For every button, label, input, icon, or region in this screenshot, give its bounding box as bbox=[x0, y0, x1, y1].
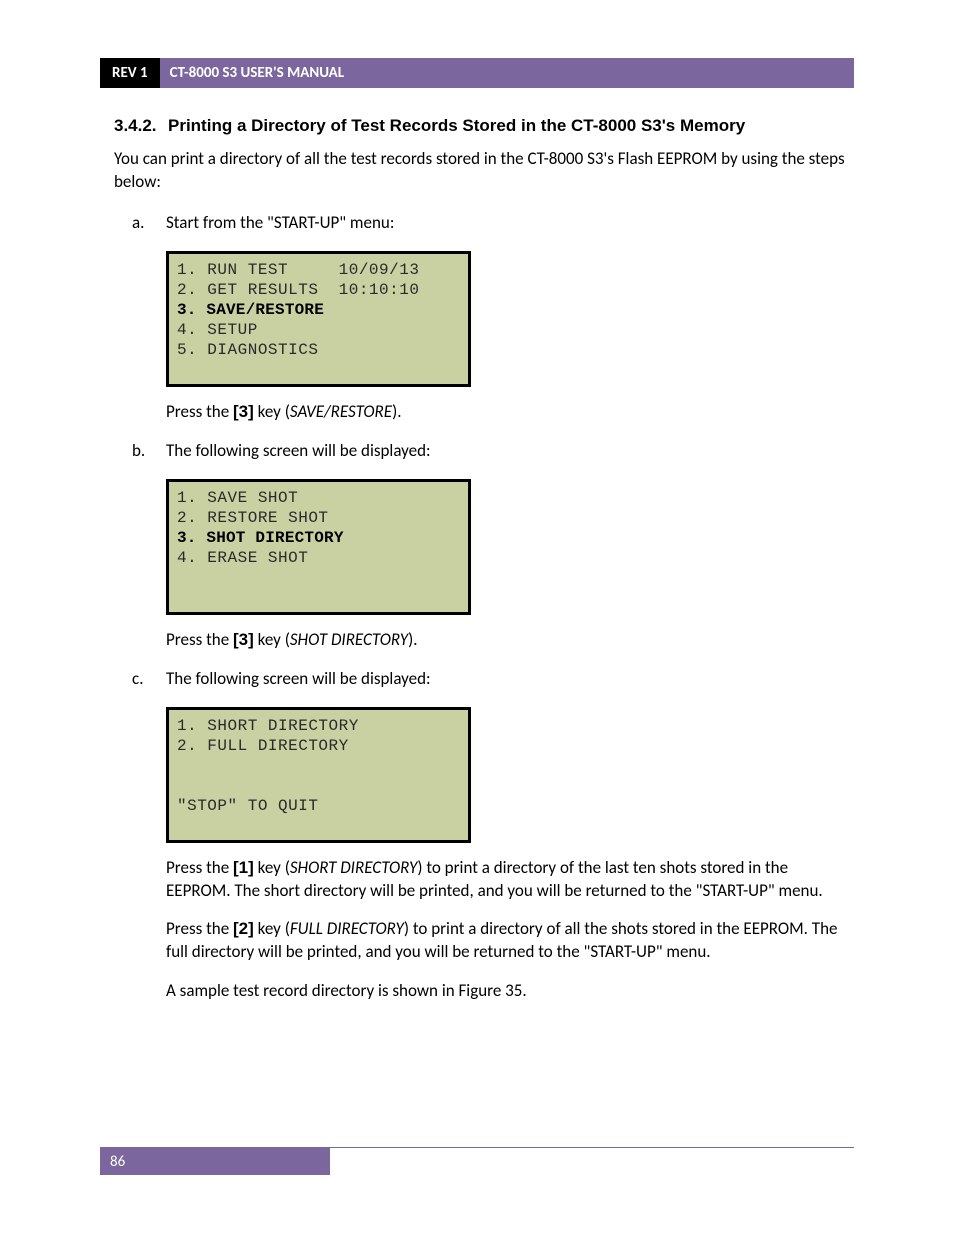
step-letter: c. bbox=[132, 668, 143, 691]
doc-header-bar: REV 1 CT-8000 S3 USER'S MANUAL bbox=[100, 58, 854, 88]
step-c-p1: Press the [1] key (SHORT DIRECTORY) to p… bbox=[166, 857, 854, 903]
doc-title: CT-8000 S3 USER'S MANUAL bbox=[160, 58, 354, 88]
steps-list: a. Start from the "START-UP" menu: 1. RU… bbox=[114, 212, 854, 1003]
keycap-3: [3] bbox=[233, 630, 254, 649]
page-footer: 86 bbox=[100, 1147, 854, 1175]
step-b-after: Press the [3] key (SHOT DIRECTORY). bbox=[166, 629, 854, 652]
keycap-1: [1] bbox=[233, 858, 254, 877]
text: key ( bbox=[254, 857, 290, 878]
page-number: 86 bbox=[100, 1148, 330, 1175]
lcd-screen-startup: 1. RUN TEST 10/09/132. GET RESULTS 10:10… bbox=[166, 251, 471, 387]
text: key ( bbox=[254, 401, 290, 422]
lcd-screen-shot-directory: 1. SHORT DIRECTORY2. FULL DIRECTORY "STO… bbox=[166, 707, 471, 843]
doc-rev-badge: REV 1 bbox=[100, 58, 160, 88]
keycap-2: [2] bbox=[233, 919, 254, 938]
step-c-p2: Press the [2] key (FULL DIRECTORY) to pr… bbox=[166, 918, 854, 964]
section-heading: 3.4.2. Printing a Directory of Test Reco… bbox=[114, 116, 854, 136]
text: Press the bbox=[166, 401, 233, 422]
text: Press the bbox=[166, 918, 233, 939]
intro-paragraph: You can print a directory of all the tes… bbox=[114, 148, 854, 194]
menu-name: SHORT DIRECTORY bbox=[290, 857, 417, 878]
step-letter: a. bbox=[132, 212, 144, 235]
section-title: Printing a Directory of Test Records Sto… bbox=[168, 116, 745, 136]
step-b-lead: The following screen will be displayed: bbox=[166, 440, 854, 463]
page: REV 1 CT-8000 S3 USER'S MANUAL 3.4.2. Pr… bbox=[0, 0, 954, 1235]
text: ). bbox=[408, 629, 417, 650]
content-area: 3.4.2. Printing a Directory of Test Reco… bbox=[114, 116, 854, 1019]
step-a-lead: Start from the "START-UP" menu: bbox=[166, 212, 854, 235]
step-b: b. The following screen will be displaye… bbox=[114, 440, 854, 652]
step-a-after: Press the [3] key (SAVE/RESTORE). bbox=[166, 401, 854, 424]
text: ). bbox=[392, 401, 401, 422]
step-c: c. The following screen will be displaye… bbox=[114, 668, 854, 1004]
menu-name: SAVE/RESTORE bbox=[290, 401, 392, 422]
keycap-3: [3] bbox=[233, 402, 254, 421]
lcd-screen-save-restore: 1. SAVE SHOT2. RESTORE SHOT3. SHOT DIREC… bbox=[166, 479, 471, 615]
text: Press the bbox=[166, 629, 233, 650]
step-c-p3: A sample test record directory is shown … bbox=[166, 980, 854, 1003]
step-letter: b. bbox=[132, 440, 145, 463]
menu-name: FULL DIRECTORY bbox=[290, 918, 404, 939]
step-c-lead: The following screen will be displayed: bbox=[166, 668, 854, 691]
text: key ( bbox=[254, 918, 290, 939]
text: Press the bbox=[166, 857, 233, 878]
section-number: 3.4.2. bbox=[114, 116, 168, 136]
step-a: a. Start from the "START-UP" menu: 1. RU… bbox=[114, 212, 854, 424]
menu-name: SHOT DIRECTORY bbox=[290, 629, 408, 650]
text: key ( bbox=[254, 629, 290, 650]
